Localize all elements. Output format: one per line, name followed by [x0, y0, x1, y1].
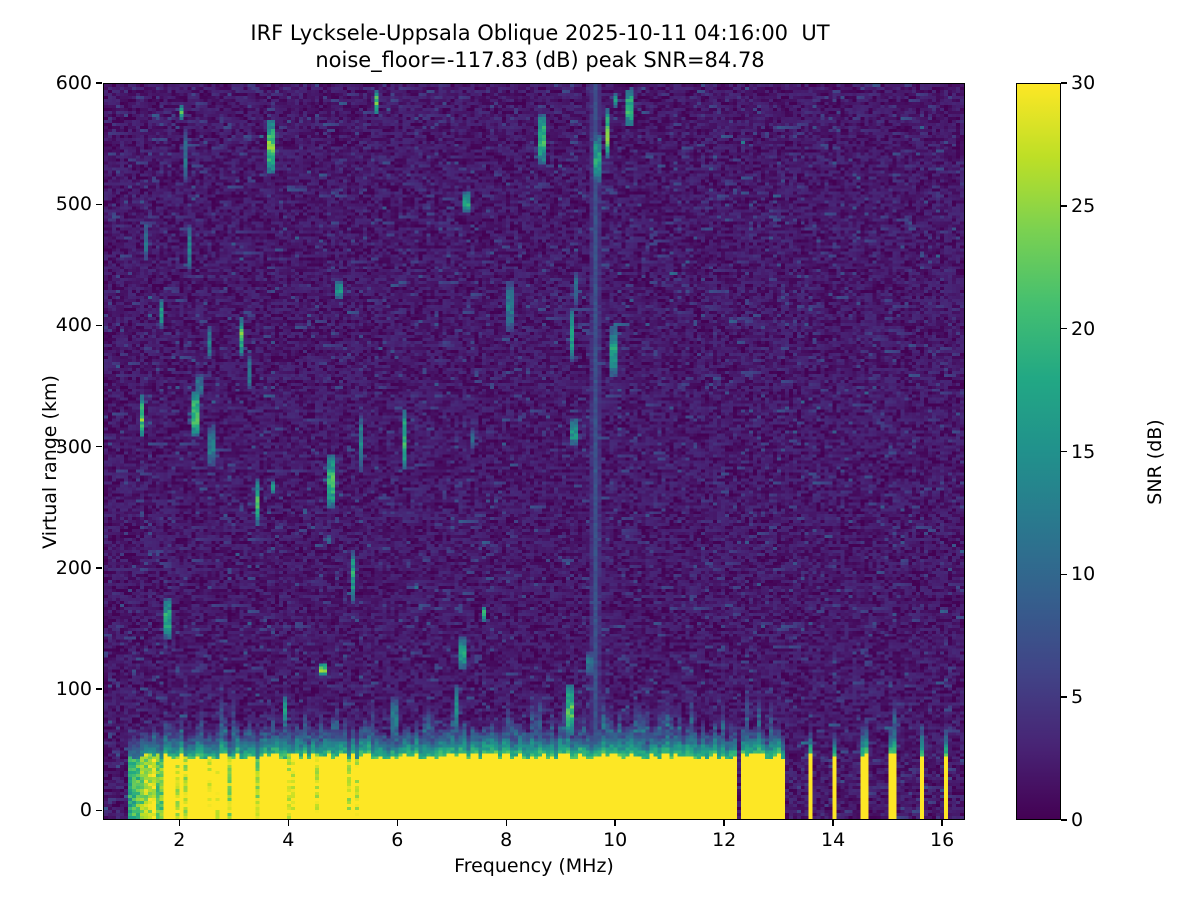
- colorbar-tick-label: 30: [1071, 72, 1096, 94]
- colorbar-tick-mark: [1061, 205, 1067, 207]
- colorbar-tick-mark: [1061, 819, 1067, 821]
- y-tick-label: 100: [55, 678, 92, 701]
- x-tick-label: 4: [282, 829, 295, 851]
- colorbar-tick-mark: [1061, 696, 1067, 698]
- colorbar-tick-mark: [1061, 450, 1067, 453]
- colorbar-tick-label: 0: [1071, 809, 1084, 831]
- y-axis-label: Virtual range (km): [39, 375, 61, 549]
- x-tick-label: 12: [712, 829, 737, 851]
- title-line-2: noise_floor=-117.83 (dB) peak SNR=84.78: [315, 48, 765, 73]
- y-tick-mark: [96, 809, 102, 811]
- title-line-1: IRF Lycksele-Uppsala Oblique 2025-10-11 …: [250, 21, 830, 45]
- x-tick-label: 16: [930, 829, 955, 851]
- x-tick-mark: [287, 820, 289, 826]
- y-tick-mark: [96, 445, 102, 448]
- x-tick-mark: [723, 820, 725, 826]
- y-tick-label: 500: [55, 193, 92, 216]
- x-tick-mark: [505, 820, 507, 826]
- x-tick-mark: [614, 820, 616, 826]
- y-tick-label: 600: [55, 72, 92, 94]
- x-tick-mark: [396, 820, 398, 826]
- colorbar-tick-label: 5: [1071, 686, 1084, 709]
- x-tick-mark: [941, 820, 943, 826]
- y-tick-label: 300: [55, 435, 92, 458]
- y-tick-mark: [96, 324, 102, 327]
- y-tick-label: 200: [55, 556, 92, 579]
- colorbar-tick-label: 25: [1071, 194, 1096, 217]
- x-axis-label: Frequency (MHz): [454, 855, 614, 877]
- y-tick-mark: [96, 688, 102, 690]
- colorbar-tick-label: 20: [1071, 317, 1096, 340]
- y-tick-mark: [96, 567, 102, 569]
- x-tick-label: 8: [500, 829, 513, 851]
- ionogram-heatmap: [104, 84, 964, 819]
- colorbar-tick-mark: [1061, 82, 1067, 84]
- colorbar-tick-label: 15: [1071, 440, 1096, 463]
- x-tick-mark: [178, 820, 180, 826]
- colorbar-tick-label: 10: [1071, 563, 1096, 586]
- x-tick-label: 14: [821, 829, 846, 851]
- y-tick-label: 0: [79, 799, 92, 822]
- page-title: IRF Lycksele-Uppsala Oblique 2025-10-11 …: [0, 20, 1080, 75]
- x-tick-label: 6: [391, 829, 404, 851]
- x-tick-mark: [832, 820, 834, 826]
- colorbar-gradient: [1017, 84, 1060, 819]
- colorbar[interactable]: [1016, 83, 1061, 820]
- x-tick-label: 10: [603, 829, 628, 851]
- y-tick-mark: [96, 203, 102, 205]
- colorbar-tick-mark: [1061, 327, 1067, 330]
- x-tick-label: 2: [173, 829, 186, 851]
- y-tick-mark: [96, 82, 102, 84]
- ionogram-plot-area[interactable]: [103, 83, 965, 820]
- colorbar-label: SNR (dB): [1144, 419, 1166, 505]
- y-tick-label: 400: [55, 314, 92, 337]
- colorbar-tick-mark: [1061, 573, 1067, 576]
